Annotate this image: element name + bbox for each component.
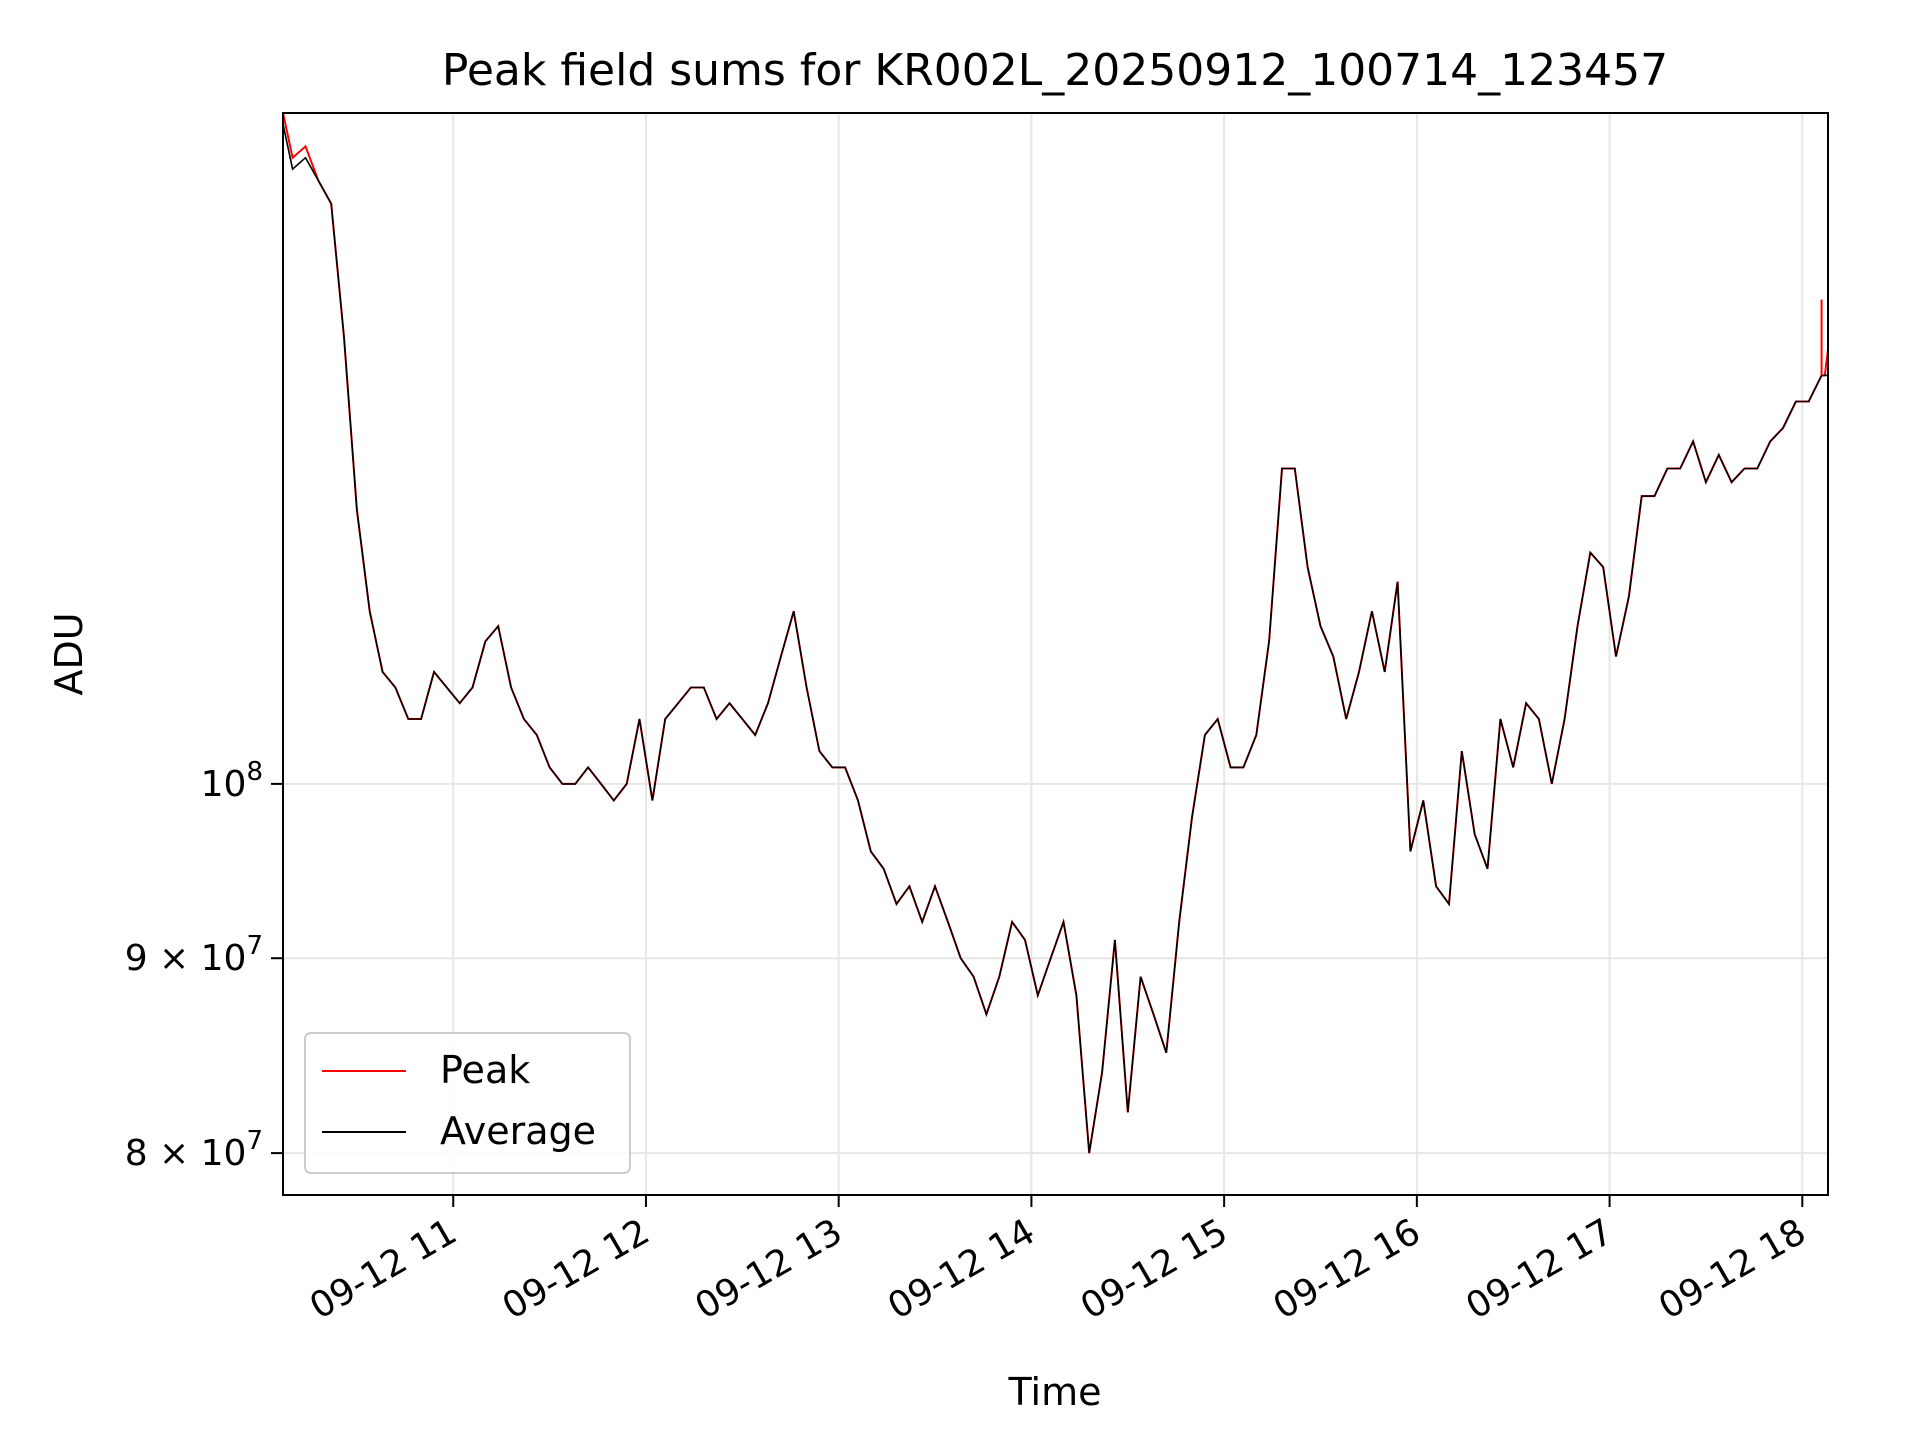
series-layer bbox=[283, 113, 1828, 1154]
y-tick-label: 9 × 107 bbox=[125, 931, 263, 979]
legend-peak-label: Peak bbox=[440, 1048, 530, 1092]
series-line-average bbox=[283, 123, 1828, 1154]
y-axis: 8 × 107 9 × 107 108 bbox=[125, 757, 283, 1174]
y-axis-label: ADU bbox=[47, 612, 91, 695]
legend: Peak Average bbox=[304, 1032, 631, 1174]
chart-title: Peak field sums for KR002L_20250912_1007… bbox=[442, 45, 1668, 96]
legend-average-label: Average bbox=[440, 1109, 596, 1153]
x-axis-label: Time bbox=[1008, 1370, 1102, 1414]
plot-area-frame bbox=[282, 112, 1829, 1196]
legend-box bbox=[304, 1032, 631, 1174]
y-tick-label: 8 × 107 bbox=[125, 1126, 263, 1174]
y-tick-label: 108 bbox=[201, 757, 263, 805]
grid bbox=[283, 113, 1828, 1195]
